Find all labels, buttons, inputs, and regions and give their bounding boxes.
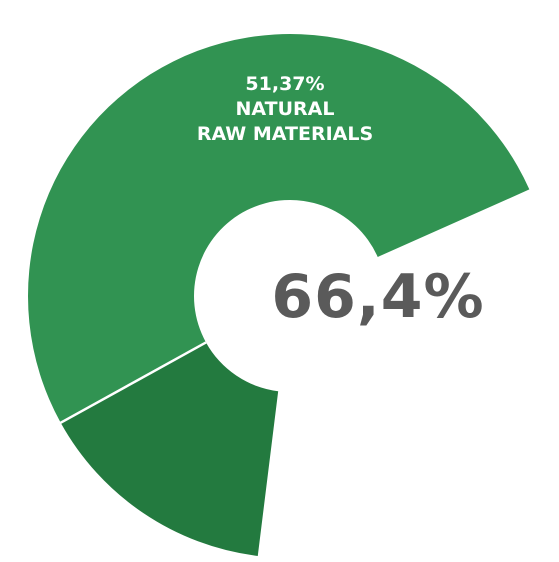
slice-value-label: 51,37% bbox=[245, 73, 324, 95]
slice-category-label: NATURAL bbox=[236, 98, 335, 120]
slice-value-label: 15% bbox=[352, 423, 397, 445]
slice-category-label: MATERIAL bbox=[322, 473, 429, 495]
slice-label-2: 15% RECYCLED MATERIAL bbox=[320, 423, 429, 495]
slice-category-label: RAW MATERIALS bbox=[197, 123, 373, 145]
slice-category-label: RECYCLED bbox=[320, 448, 429, 470]
center-value-label: 66,4% bbox=[271, 262, 484, 332]
